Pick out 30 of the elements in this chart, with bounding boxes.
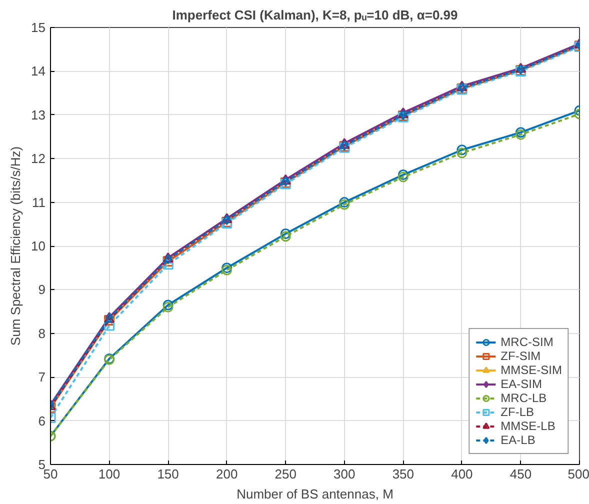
legend-label: MMSE-SIM xyxy=(500,363,562,377)
y-tick-label: 12 xyxy=(31,151,46,166)
x-tick-label: 300 xyxy=(334,466,356,482)
y-tick-label: 11 xyxy=(32,194,46,210)
y-tick-label: 15 xyxy=(31,20,46,35)
x-tick-label: 350 xyxy=(392,466,414,482)
y-tick-label: 13 xyxy=(31,107,46,122)
x-tick-label: 500 xyxy=(568,466,589,482)
x-tick-label: 200 xyxy=(216,466,238,482)
legend-label: ZF-SIM xyxy=(500,349,541,363)
legend-label: ZF-LB xyxy=(500,405,534,419)
legend-label: EA-LB xyxy=(500,433,536,447)
x-tick-label: 250 xyxy=(274,466,296,482)
y-tick-label: 10 xyxy=(31,238,46,254)
x-axis-title: Number of BS antennas, M xyxy=(236,486,394,502)
legend-label: MRC-LB xyxy=(500,391,547,405)
y-tick-label: 14 xyxy=(31,64,46,79)
x-tick-label: 450 xyxy=(510,466,532,482)
y-tick-label: 7 xyxy=(38,370,46,385)
y-tick-label: 9 xyxy=(38,282,46,298)
y-tick-label: 6 xyxy=(38,413,46,428)
y-axis-title: Sum Spectral Efficiency (bits/s/Hz) xyxy=(8,146,24,346)
x-tick-label: 150 xyxy=(157,466,179,482)
x-tick-label: 100 xyxy=(98,466,120,482)
legend-label: MRC-SIM xyxy=(500,335,554,349)
x-tick-label: 400 xyxy=(451,466,473,482)
chart-title: Imperfect CSI (Kalman), K=8, pᵤ=10 dB, α=0.99 xyxy=(172,8,458,22)
legend-label: EA-SIM xyxy=(500,377,542,391)
legend-label: MMSE-LB xyxy=(500,419,556,433)
y-tick-label: 8 xyxy=(38,326,46,341)
